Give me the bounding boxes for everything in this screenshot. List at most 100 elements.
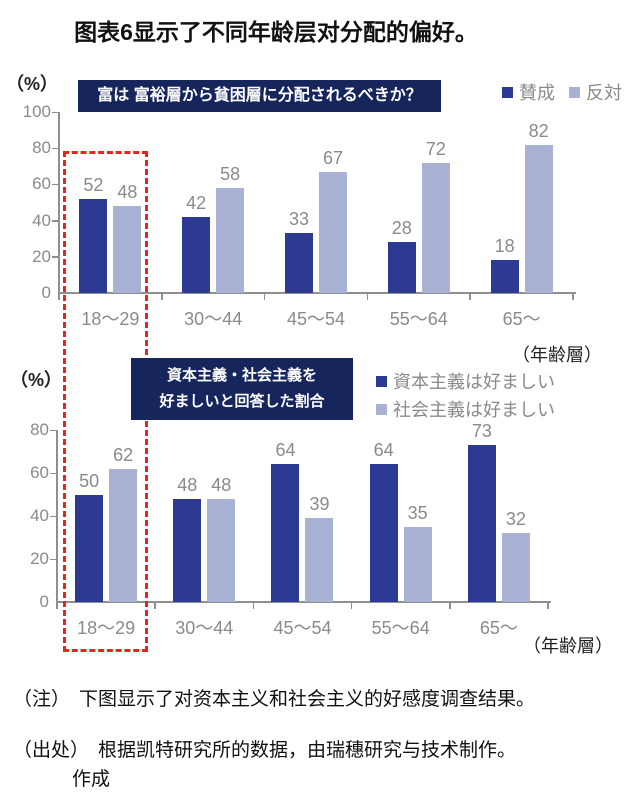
footnote-source-text: 根据凯特研究所的数据，由瑞穗研究与技术制作。 — [98, 740, 517, 761]
bar-dark — [79, 198, 108, 293]
bar-wrap: 39 — [305, 494, 334, 602]
bar-light — [305, 518, 334, 602]
footnote-source-label: （出处） — [13, 740, 90, 761]
bar-value-label: 32 — [505, 509, 526, 530]
x-tick-mark — [154, 603, 156, 609]
page-title: 图表6显示了不同年龄层对分配的偏好。 — [74, 19, 478, 45]
x-tick-mark — [572, 294, 574, 300]
bar-dark — [271, 464, 300, 602]
x-tick-mark — [449, 603, 451, 609]
bar-dark — [490, 260, 519, 293]
bar-value-label: 64 — [373, 440, 394, 461]
bar-wrap: 48 — [113, 182, 142, 293]
y-axis-line — [58, 112, 60, 293]
bar-dark — [387, 242, 416, 293]
bar-group: 64 35 — [352, 430, 450, 602]
plot-area-bottom: 0 20 40 60 80 50 62 18～29 48 48 30～44 64 39 45～54 64 35… — [30, 420, 551, 638]
bar-value-label: 48 — [117, 182, 138, 203]
age-axis-label-bottom: （年齢層） — [523, 636, 613, 656]
footnote-note: （注） 下图显示了对资本主义和社会主义的好感度调查结果。 — [13, 684, 535, 711]
bar-light — [501, 533, 530, 602]
bar-dark — [75, 494, 104, 602]
bar-group: 50 62 — [57, 430, 155, 602]
question-box-top: 富は 富裕層から貧困層に分配されるべきか？ — [78, 80, 441, 112]
bar-wrap: 82 — [524, 121, 553, 293]
x-tick-mark — [350, 603, 353, 609]
x-tick-label: 65～ — [502, 309, 541, 329]
legend-label-approve: 賛成 — [519, 83, 555, 103]
legend-swatch-socialism-icon — [376, 403, 387, 415]
bar-group: 73 32 — [450, 421, 548, 602]
x-tick-mark — [263, 294, 266, 300]
x-axis-line — [56, 601, 551, 603]
footnote-source-continuation: 作成 — [72, 764, 110, 791]
bar-value-label: 64 — [275, 440, 296, 461]
y-tick-label: 60 — [32, 174, 51, 194]
bar-group: 48 48 — [155, 430, 253, 602]
y-tick-label: 0 — [41, 283, 51, 302]
y-tick-mark — [50, 472, 56, 474]
y-tick-mark — [52, 147, 58, 150]
bar-group: 33 67 — [265, 112, 368, 293]
legend-label-socialism: 社会主義は好ましい — [393, 400, 555, 420]
bar-wrap: 64 — [271, 440, 300, 602]
bar-wrap: 35 — [403, 503, 432, 602]
bar-value-label: 35 — [407, 502, 428, 523]
x-tick-mark — [56, 603, 58, 609]
bar-value-label: 33 — [288, 209, 309, 230]
legend-swatch-capitalism-icon — [376, 375, 387, 387]
bar-value-label: 62 — [113, 444, 134, 465]
y-tick-label: 0 — [39, 592, 49, 611]
bar-wrap: 67 — [318, 148, 347, 293]
bar-dark — [173, 498, 202, 602]
bar-light — [421, 162, 450, 293]
percent-unit-label-bottom: （%） — [10, 370, 63, 390]
y-tick-label: 20 — [32, 246, 51, 266]
bar-value-label: 82 — [528, 120, 549, 141]
percent-unit-label-top: （%） — [6, 74, 59, 94]
bar-wrap: 33 — [284, 209, 313, 293]
bar-dark — [284, 233, 313, 293]
y-tick-label: 40 — [30, 506, 49, 525]
x-tick-label: 18～29 — [77, 618, 136, 638]
bar-wrap: 64 — [369, 440, 398, 602]
y-tick-mark — [52, 220, 58, 222]
x-tick-mark — [58, 294, 60, 300]
x-tick-mark — [252, 603, 255, 609]
y-tick-mark — [52, 256, 58, 258]
footnote-source: （出处） 根据凯特研究所的数据，由瑞穗研究与技术制作。 — [13, 735, 516, 762]
y-tick-label: 40 — [32, 210, 51, 230]
bar-group: 42 58 — [162, 112, 265, 293]
bar-value-label: 28 — [391, 218, 412, 239]
legend-swatch-approve-icon — [502, 86, 513, 98]
bar-group: 28 72 — [367, 112, 470, 293]
bar-wrap: 72 — [421, 139, 450, 293]
bar-wrap: 42 — [182, 193, 211, 293]
x-tick-mark — [366, 294, 369, 300]
bar-light — [403, 526, 432, 602]
bar-light — [318, 171, 347, 293]
legend-item-oppose: 反対 — [569, 79, 622, 105]
bar-value-label: 39 — [309, 494, 330, 515]
bar-light — [216, 188, 245, 293]
bar-wrap: 48 — [173, 475, 202, 602]
bar-wrap: 58 — [216, 164, 245, 293]
y-tick-mark — [52, 111, 58, 113]
y-tick-label: 80 — [32, 138, 51, 158]
plot-area-top: 0 20 40 60 80 100 52 48 18～29 42 58 30～44 33 67 45～54 2… — [23, 102, 576, 329]
x-tick-label: 18～29 — [81, 309, 140, 329]
x-tick-label: 55～64 — [389, 309, 448, 329]
x-tick-mark — [161, 294, 163, 300]
y-tick-mark — [50, 429, 56, 431]
age-axis-label-top: （年齢層） — [512, 345, 602, 365]
x-tick-label: 30～44 — [175, 618, 234, 638]
y-tick-mark — [50, 515, 56, 517]
question-box-bottom-line1: 資本主義・社会主義を — [166, 367, 317, 384]
question-box-bottom-line2: 好ましいと回答した割合 — [159, 393, 325, 410]
x-tick-label: 55～64 — [371, 618, 430, 638]
bar-value-label: 58 — [220, 164, 241, 185]
bar-wrap: 62 — [109, 445, 138, 602]
bar-wrap: 73 — [467, 421, 496, 602]
bar-group: 18 82 — [470, 112, 573, 293]
